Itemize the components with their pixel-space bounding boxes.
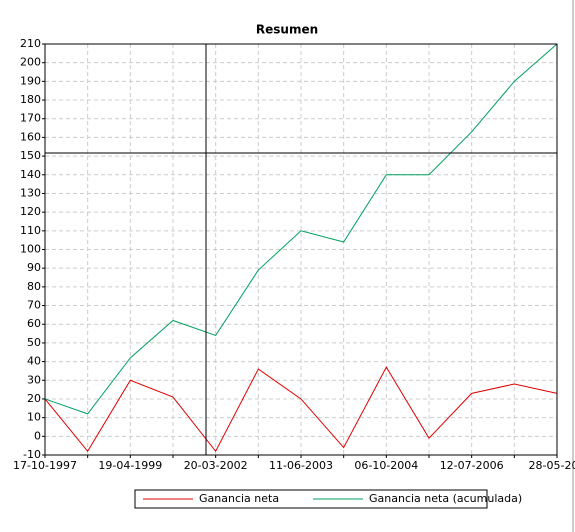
- y-tick-label: 10: [27, 411, 41, 424]
- y-tick-label: 130: [20, 186, 41, 199]
- y-tick-label: 200: [20, 56, 41, 69]
- x-tick-label: 06-10-2004: [354, 459, 418, 472]
- y-tick-label: 80: [27, 280, 41, 293]
- chart-title: Resumen: [256, 23, 318, 37]
- legend-label: Ganancia neta: [199, 492, 279, 505]
- y-tick-label: 210: [20, 37, 41, 50]
- y-tick-label: 20: [27, 392, 41, 405]
- y-tick-label: 50: [27, 336, 41, 349]
- y-tick-label: 180: [20, 93, 41, 106]
- x-tick-label: 19-04-1999: [98, 459, 162, 472]
- y-tick-label: 110: [20, 224, 41, 237]
- y-tick-label: 160: [20, 130, 41, 143]
- y-tick-label: 170: [20, 112, 41, 125]
- x-tick-label: 12-07-2006: [440, 459, 504, 472]
- series-line: [44, 43, 558, 415]
- y-tick-label: 40: [27, 355, 41, 368]
- x-tick-label: 11-06-2003: [269, 459, 333, 472]
- y-tick-label: 190: [20, 74, 41, 87]
- legend-label: Ganancia neta (acumulada): [369, 492, 522, 505]
- y-tick-label: 60: [27, 317, 41, 330]
- legend-items: Ganancia neta Ganancia neta (acumulada): [143, 492, 522, 505]
- legend: [134, 489, 488, 509]
- y-tick-label: 140: [20, 168, 41, 181]
- y-tick-label: 0: [34, 429, 41, 442]
- y-tick-label: 150: [20, 149, 41, 162]
- y-tick-label: 120: [20, 205, 41, 218]
- x-tick-label: 28-05-200: [529, 459, 575, 472]
- y-tick-label: 30: [27, 373, 41, 386]
- y-tick-label: 90: [27, 261, 41, 274]
- y-tick-label: 70: [27, 299, 41, 312]
- series-line: [44, 366, 558, 453]
- y-tick-label: -10: [23, 448, 41, 461]
- lines: [44, 43, 558, 453]
- x-tick-label: 20-03-2002: [184, 459, 248, 472]
- y-tick-label: 100: [20, 243, 41, 256]
- x-tick-label: 17-10-1997: [13, 459, 77, 472]
